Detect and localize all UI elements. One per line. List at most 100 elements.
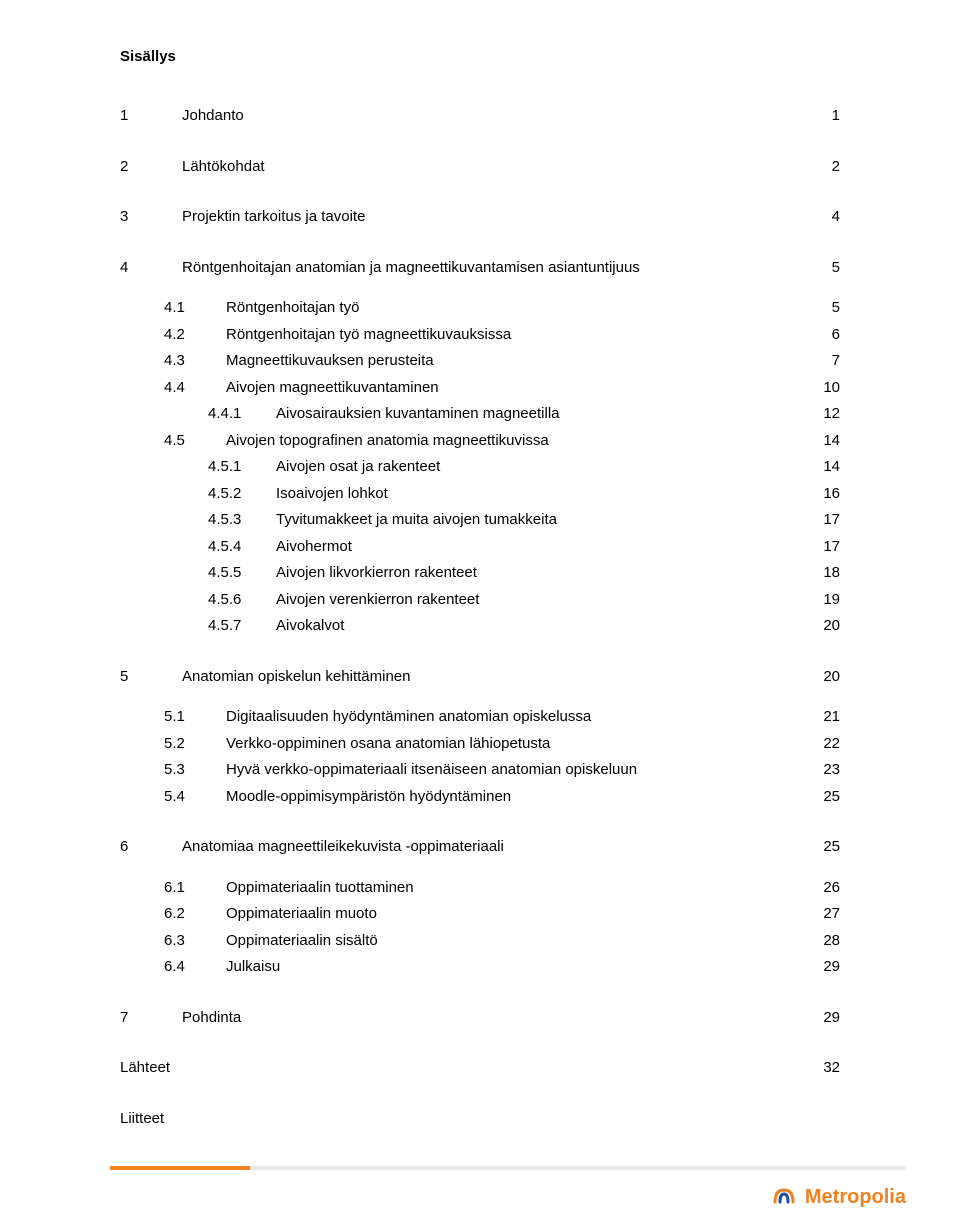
toc-page: 25 [812,836,840,859]
toc-page: 17 [812,536,840,559]
toc-row: 4.3Magneettikuvauksen perusteita7 [120,350,840,373]
toc-number: 4.5.3 [208,509,256,532]
toc-label: Verkko-oppiminen osana anatomian lähiope… [226,733,792,756]
toc-page: 14 [812,430,840,453]
toc-number: 4.4.1 [208,403,256,426]
toc-page: 29 [812,1007,840,1030]
toc-number: 4.5.2 [208,483,256,506]
toc-number: 4.5.4 [208,536,256,559]
toc-label: Lähtökohdat [182,156,792,179]
toc-row: 5.1Digitaalisuuden hyödyntäminen anatomi… [120,706,840,729]
toc-row: 6.3Oppimateriaalin sisältö28 [120,930,840,953]
toc-row: 5.4 Moodle-oppimisympäristön hyödyntämine… [120,786,840,809]
toc-number: 6.2 [164,903,206,926]
toc-label: Aivohermot [276,536,792,559]
toc-row: 4.5.4 Aivohermot 17 [120,536,840,559]
toc-row: 4.5.3 Tyvitumakkeet ja muita aivojen tuma… [120,509,840,532]
toc-row: 4.5.6Aivojen verenkierron rakenteet19 [120,589,840,612]
toc-label: Röntgenhoitajan työ magneettikuvauksissa [226,324,792,347]
toc-number: 4.2 [164,324,206,347]
toc-page: 10 [812,377,840,400]
toc-page: 16 [812,483,840,506]
footer-accent [110,1166,250,1170]
toc-number: 5.4 [164,786,206,809]
toc-page: 22 [812,733,840,756]
toc-page: 28 [812,930,840,953]
toc-number: 4.5 [164,430,206,453]
logo: Metropolia [769,1182,906,1212]
toc-label: Röntgenhoitajan työ [226,297,792,320]
toc-row: 4.5.1Aivojen osat ja rakenteet14 [120,456,840,479]
toc-page: 1 [812,105,840,128]
toc-row: 6.1Oppimateriaalin tuottaminen26 [120,877,840,900]
toc-label: Julkaisu [226,956,792,979]
toc-number: 4.5.7 [208,615,256,638]
page-title: Sisällys [120,48,840,65]
toc-row: 6 Anatomiaa magneettileikekuvista -oppima… [120,836,840,859]
toc-number: 4.5.5 [208,562,256,585]
toc-number: 6 [120,836,162,859]
footer-bar [110,1166,906,1170]
toc-row: 4.4.1 Aivosairauksien kuvantaminen magnee… [120,403,840,426]
toc-number: 3 [120,206,162,229]
toc-page: 20 [812,666,840,689]
toc-row: Liitteet [120,1108,840,1131]
toc-label: Pohdinta [182,1007,792,1030]
toc-label: Hyvä verkko-oppimateriaali itsenäiseen a… [226,759,792,782]
toc-page: Sisällys 1Johdanto12Lähtökohdat23Projekt… [0,0,960,1232]
toc-label: Lähteet [120,1057,792,1080]
toc-label: Aivojen verenkierron rakenteet [276,589,792,612]
toc-row: 5.3 Hyvä verkko-oppimateriaali itsenäisee… [120,759,840,782]
toc-label: Moodle-oppimisympäristön hyödyntäminen [226,786,792,809]
toc-row: 1 Johdanto 1 [120,105,840,128]
toc-page: 6 [812,324,840,347]
toc-number: 4.1 [164,297,206,320]
toc-number: 5.3 [164,759,206,782]
toc-row: 5Anatomian opiskelun kehittäminen20 [120,666,840,689]
toc-label: Isoaivojen lohkot [276,483,792,506]
toc-row: 4.5.7Aivokalvot20 [120,615,840,638]
toc-row: 4.2 Röntgenhoitajan työ magneettikuvauksi… [120,324,840,347]
toc-page: 29 [812,956,840,979]
toc-label: Oppimateriaalin muoto [226,903,792,926]
toc-label: Aivosairauksien kuvantaminen magneetilla [276,403,792,426]
toc-label: Johdanto [182,105,792,128]
toc-row: 6.4Julkaisu29 [120,956,840,979]
toc-label: Aivojen osat ja rakenteet [276,456,792,479]
toc-row: 4.5.2 Isoaivojen lohkot 16 [120,483,840,506]
toc-number: 6.3 [164,930,206,953]
toc-row: 4.5 Aivojen topografinen anatomia magneet… [120,430,840,453]
toc-row: 6.2 Oppimateriaalin muoto 27 [120,903,840,926]
toc-label: Projektin tarkoitus ja tavoite [182,206,792,229]
toc-row: 4.4Aivojen magneettikuvantaminen10 [120,377,840,400]
toc-label: Anatomiaa magneettileikekuvista -oppimat… [182,836,792,859]
toc-number: 6.1 [164,877,206,900]
toc-label: Liitteet [120,1108,792,1131]
toc-label: Aivojen likvorkierron rakenteet [276,562,792,585]
toc-page: 17 [812,509,840,532]
toc-page: 20 [812,615,840,638]
toc-page: 27 [812,903,840,926]
toc-label: Röntgenhoitajan anatomian ja magneettiku… [182,257,792,280]
toc-number: 1 [120,105,162,128]
toc-page: 23 [812,759,840,782]
toc-label: Anatomian opiskelun kehittäminen [182,666,792,689]
toc-page: 19 [812,589,840,612]
toc-row: 4.1Röntgenhoitajan työ5 [120,297,840,320]
toc-label: Tyvitumakkeet ja muita aivojen tumakkeit… [276,509,792,532]
toc-row: 7 Pohdinta 29 [120,1007,840,1030]
toc-label: Magneettikuvauksen perusteita [226,350,792,373]
toc-row: 4 Röntgenhoitajan anatomian ja magneettik… [120,257,840,280]
toc-number: 5.2 [164,733,206,756]
toc-number: 4.3 [164,350,206,373]
toc-number: 7 [120,1007,162,1030]
toc-page: 14 [812,456,840,479]
logo-mark-icon [769,1182,799,1212]
toc-number: 4 [120,257,162,280]
toc-page: 12 [812,403,840,426]
toc-page: 2 [812,156,840,179]
toc-number: 2 [120,156,162,179]
toc-row: 5.2 Verkko-oppiminen osana anatomian lähi… [120,733,840,756]
toc-label: Aivojen topografinen anatomia magneettik… [226,430,792,453]
toc-label: Digitaalisuuden hyödyntäminen anatomian … [226,706,792,729]
